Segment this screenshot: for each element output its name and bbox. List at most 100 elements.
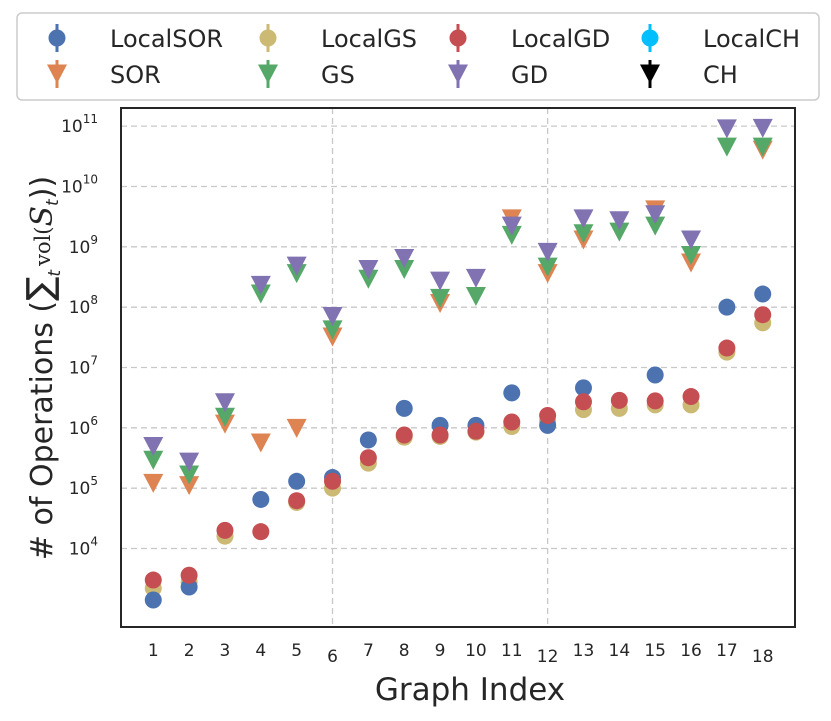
legend-label-gs: GS [321, 61, 355, 89]
point-localgd [610, 391, 628, 409]
legend-item-localch: LocalCH [641, 24, 800, 53]
y-tick-label: 106 [69, 414, 98, 439]
point-gs [645, 216, 666, 236]
point-localgd [288, 492, 306, 510]
legend-item-ch: CH [640, 60, 738, 89]
data-points [143, 118, 773, 609]
point-localgd [754, 306, 772, 324]
y-tick-label: 108 [69, 293, 98, 318]
legend-marker-gd [448, 64, 468, 84]
x-tick-label: 3 [220, 641, 231, 661]
point-gs [394, 260, 415, 280]
legend-frame [16, 12, 820, 101]
y-axis-title-sum: ∑ [20, 277, 61, 301]
legend-marker-localsor [48, 29, 66, 47]
point-localgd [252, 523, 270, 541]
legend-item-localgs: LocalGS [259, 24, 417, 53]
x-tick-label: 1 [148, 641, 159, 661]
point-gs [358, 269, 379, 289]
x-tick-label: 6 [327, 647, 338, 667]
point-gd [143, 437, 164, 457]
point-localsor [288, 472, 306, 490]
legend-label-localsor: LocalSOR [110, 25, 223, 53]
legend-item-gs: GS [258, 60, 355, 89]
x-tick-labels: 1 2 3 4 5 6 7 8 9 10 11 12 13 14 15 16 17 18 [148, 641, 774, 667]
y-axis-title-set: S [25, 206, 60, 227]
y-tick-label: 1010 [61, 172, 98, 197]
point-localsor [646, 366, 664, 384]
point-localgd [180, 566, 198, 584]
y-axis-title: # of Operations (∑tvol(St)) [20, 176, 65, 560]
point-localgd [359, 449, 377, 467]
legend-label-sor: SOR [110, 61, 161, 89]
x-tick-label: 14 [609, 641, 631, 661]
point-sor [179, 476, 200, 496]
x-tick-label: 2 [184, 641, 195, 661]
y-axis-title-func: vol( [31, 227, 55, 267]
point-gd [645, 205, 666, 225]
x-tick-label: 9 [435, 641, 446, 661]
y-tick-label: 107 [69, 354, 98, 379]
point-gs [681, 245, 702, 265]
x-tick-label: 8 [399, 641, 410, 661]
x-axis-title: Graph Index [375, 672, 565, 708]
point-sor [286, 418, 307, 438]
x-tick-label: 10 [465, 641, 487, 661]
y-axis-title-suffix: )) [25, 176, 60, 199]
point-localgd [431, 426, 449, 444]
x-tick-label: 13 [573, 641, 595, 661]
point-localgd [718, 339, 736, 357]
point-gd [681, 230, 702, 250]
y-tick-label: 105 [69, 474, 98, 499]
point-gd [537, 242, 558, 262]
legend-marker-gs [258, 64, 278, 84]
point-localsor [180, 578, 198, 596]
x-tick-label: 4 [255, 641, 266, 661]
x-tick-label: 12 [537, 647, 559, 667]
legend-marker-sor [47, 64, 67, 84]
point-localgd [395, 426, 413, 444]
legend-item-localgd: LocalGD [449, 24, 610, 53]
y-tick-label: 109 [69, 233, 98, 258]
legend-label-localgd: LocalGD [511, 25, 610, 53]
point-localgd [682, 388, 700, 406]
point-gs [573, 224, 594, 244]
point-localgd [574, 393, 592, 411]
point-localsor [574, 379, 592, 397]
point-gd [358, 260, 379, 280]
point-gs [609, 222, 630, 242]
x-tick-label: 18 [752, 647, 774, 667]
legend-item-localsor: LocalSOR [48, 24, 223, 53]
point-gs [465, 287, 486, 307]
legend-label-ch: CH [703, 61, 738, 89]
x-tick-label: 7 [363, 641, 374, 661]
point-localsor [754, 285, 772, 303]
plot-frame [120, 107, 796, 628]
point-gd [179, 452, 200, 472]
point-gs [430, 288, 451, 308]
point-localgd [467, 422, 485, 440]
y-axis-title-prefix: # of Operations ( [25, 301, 60, 560]
point-localgd [144, 571, 162, 589]
x-tick-label: 5 [291, 641, 302, 661]
point-sor [143, 473, 164, 493]
point-gd [465, 268, 486, 288]
point-localgd [646, 392, 664, 410]
legend-item-gd: GD [448, 60, 548, 89]
point-localgd [539, 407, 557, 425]
point-gs [752, 137, 773, 157]
legend-marker-ch [640, 64, 660, 84]
point-localgd [216, 521, 234, 539]
point-gd [573, 209, 594, 229]
legend-label-gd: GD [511, 61, 548, 89]
legend-marker-localgd [449, 29, 467, 47]
point-localsor [395, 399, 413, 417]
legend-marker-localch [641, 29, 659, 47]
point-gs [179, 465, 200, 485]
point-gd [394, 249, 415, 269]
legend-item-sor: SOR [47, 60, 161, 89]
point-gd [501, 216, 522, 236]
point-localsor [503, 384, 521, 402]
point-sor [250, 433, 271, 453]
point-gd [609, 211, 630, 231]
